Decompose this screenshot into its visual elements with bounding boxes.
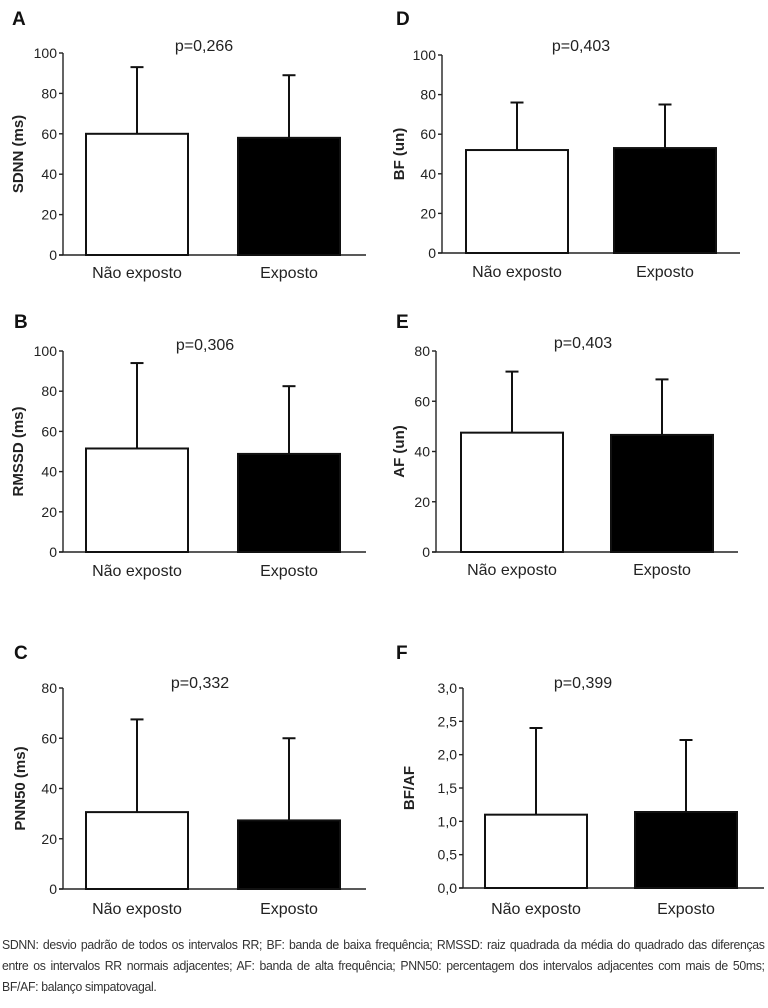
panel-a-category-label: Exposto xyxy=(260,265,318,282)
panel-c-category-label: Exposto xyxy=(260,901,318,918)
panel-d-category-label: Exposto xyxy=(636,264,694,281)
panel-c-category-label: Não exposto xyxy=(92,901,182,918)
panel-f-category-label: Exposto xyxy=(657,901,715,918)
panel-c-y-axis-label: PNN50 (ms) xyxy=(12,746,29,830)
panel-f-y-tick-label: 3,0 xyxy=(438,680,458,696)
panel-b-y-tick-label: 20 xyxy=(41,504,57,520)
panel-c-p-value: p=0,332 xyxy=(171,675,229,692)
panel-a-label: A xyxy=(12,9,26,30)
panel-b-y-tick-label: 60 xyxy=(41,423,57,439)
panel-f-y-axis-label: BF/AF xyxy=(401,766,418,810)
panel-f-y-tick-label: 2,5 xyxy=(438,713,458,729)
panel-e-y-axis-label: AF (un) xyxy=(391,425,408,477)
panel-c-bar-exposto xyxy=(237,819,341,890)
panel-e-y-tick-label: 20 xyxy=(414,494,430,510)
panel-e-y-tick-label: 80 xyxy=(414,343,430,359)
panel-f-y-tick-label: 1,5 xyxy=(438,780,458,796)
panel-b-bar-exposto xyxy=(237,452,341,553)
panel-b-y-axis-label: RMSSD (ms) xyxy=(10,406,27,496)
panel-d-y-tick-label: 80 xyxy=(420,87,436,103)
panel-b-bar-nao-exposto xyxy=(85,447,189,553)
panel-c-y-tick-label: 0 xyxy=(49,881,57,897)
panel-c-label: C xyxy=(14,643,28,664)
panel-f-category-label: Não exposto xyxy=(491,901,581,918)
panel-a-category-label: Não exposto xyxy=(92,265,182,282)
panel-e-label: E xyxy=(396,312,409,333)
panel-e-y-tick-label: 40 xyxy=(414,444,430,460)
panel-a-y-tick-label: 80 xyxy=(41,85,57,101)
panel-b-y-tick-label: 0 xyxy=(49,544,57,560)
panel-a-y-tick-label: 20 xyxy=(41,207,57,223)
panel-d-y-tick-label: 60 xyxy=(420,126,436,142)
panel-d-bar-nao-exposto xyxy=(465,149,569,254)
panel-b-category-label: Exposto xyxy=(260,563,318,580)
panel-b-y-tick-label: 80 xyxy=(41,383,57,399)
figure: Ap=0,266 0 20 40 60 80 100 SDNN (ms) Não exposto… xyxy=(10,9,764,918)
panel-d-y-axis-label: BF (un) xyxy=(391,128,408,180)
panel-b-category-label: Não exposto xyxy=(92,563,182,580)
panel-a-y-tick-label: 40 xyxy=(41,166,57,182)
panel-d-category-label: Não exposto xyxy=(472,264,562,281)
panel-f-y-tick-label: 1,0 xyxy=(438,813,458,829)
figure-caption: SDNN: desvio padrão de todos os interval… xyxy=(2,937,765,994)
panel-d-y-tick-label: 0 xyxy=(428,245,436,261)
panel-f-label: F xyxy=(396,643,408,664)
panel-b-y-tick-label: 100 xyxy=(34,343,58,359)
panel-a-bar-exposto xyxy=(237,136,341,256)
panel-c-y-tick-label: 20 xyxy=(41,831,57,847)
panel-a-y-axis-label: SDNN (ms) xyxy=(10,115,27,193)
panel-f-y-tick-label: 0,5 xyxy=(438,847,458,863)
panel-d-label: D xyxy=(396,9,410,30)
panel-d-bar-exposto xyxy=(613,147,717,254)
panel-b-y-tick-label: 40 xyxy=(41,464,57,480)
panel-b-p-value: p=0,306 xyxy=(176,337,234,354)
panel-e-y-tick-label: 60 xyxy=(414,393,430,409)
panel-c-bar-nao-exposto xyxy=(85,811,189,890)
panel-e-bar-exposto xyxy=(610,433,714,554)
panel-e-p-value: p=0,403 xyxy=(554,335,612,352)
panel-c-y-tick-label: 40 xyxy=(41,781,57,797)
panel-b-label: B xyxy=(14,312,28,333)
panel-e-category-label: Exposto xyxy=(633,562,691,579)
panel-c-y-tick-label: 60 xyxy=(41,730,57,746)
panel-a-y-tick-label: 60 xyxy=(41,126,57,142)
panel-f-p-value: p=0,399 xyxy=(554,675,612,692)
panel-e-y-tick-label: 0 xyxy=(422,544,430,560)
panel-d-y-tick-label: 20 xyxy=(420,205,436,221)
panel-e-category-label: Não exposto xyxy=(467,562,557,579)
panel-a-p-value: p=0,266 xyxy=(175,38,233,55)
panel-f-y-tick-label: 0,0 xyxy=(438,880,458,896)
panel-a-y-tick-label: 100 xyxy=(34,45,58,61)
panel-f-y-tick-label: 2,0 xyxy=(438,747,458,763)
panel-f-bar-exposto xyxy=(634,811,738,889)
panel-a-y-tick-label: 0 xyxy=(49,247,57,263)
panel-d-p-value: p=0,403 xyxy=(552,38,610,55)
panel-e-bar-nao-exposto xyxy=(460,431,564,553)
panel-f-bar-nao-exposto xyxy=(484,813,588,890)
panel-a-bar-nao-exposto xyxy=(85,132,189,256)
panel-d-y-tick-label: 100 xyxy=(413,47,437,63)
panel-c-y-tick-label: 80 xyxy=(41,680,57,696)
panel-d-y-tick-label: 40 xyxy=(420,166,436,182)
